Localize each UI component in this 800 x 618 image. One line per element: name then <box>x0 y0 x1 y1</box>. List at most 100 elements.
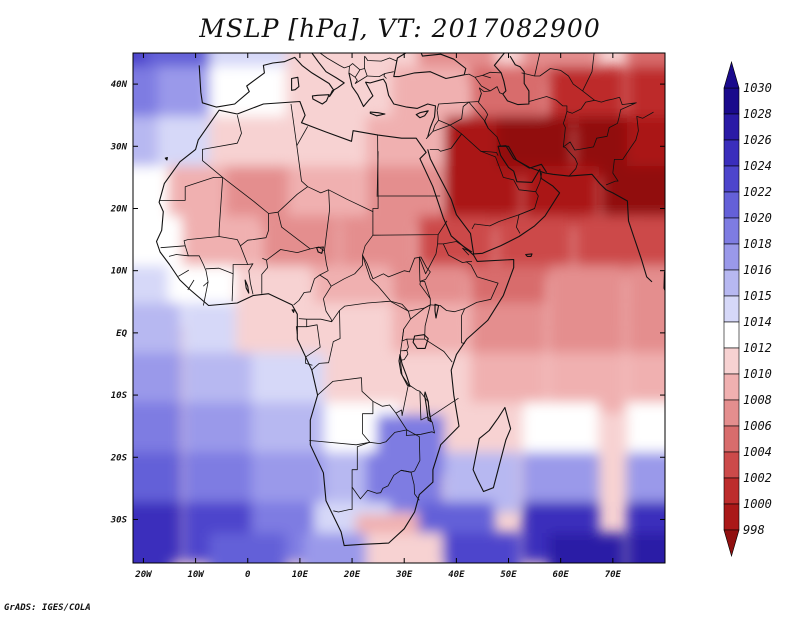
colorbar-label: 1018 <box>743 237 772 251</box>
border-line <box>516 208 535 234</box>
border-line <box>261 257 268 294</box>
colorbar-label: 1022 <box>743 185 772 199</box>
coastline-lake-volta <box>244 279 250 294</box>
border-line <box>438 101 470 126</box>
border-line <box>401 329 405 342</box>
coastline-sri-lanka <box>663 271 665 292</box>
coastline-madagascar <box>472 406 512 493</box>
border-line <box>362 211 425 312</box>
lat-tick-label: 20S <box>110 453 128 463</box>
lon-tick-label: 20W <box>134 570 153 580</box>
coastline-arabia <box>427 145 653 283</box>
colorbar-label: 1000 <box>743 497 772 511</box>
border-line <box>309 377 374 446</box>
pressure-cell <box>444 533 521 563</box>
colorbar-swatch <box>723 217 740 245</box>
border-line <box>535 172 543 192</box>
latitude-axis: 40N 30N 20N 10N EQ 10S 20S 30S <box>110 80 665 525</box>
border-line <box>277 189 330 252</box>
colorbar-legend: 1030 1028 1026 1024 1022 1020 1018 1016 1015 1014… <box>723 60 772 558</box>
border-line <box>319 53 350 73</box>
border-line <box>425 110 439 140</box>
border-line <box>311 310 341 371</box>
border-line <box>354 69 361 78</box>
border-line <box>218 264 248 275</box>
coastline-caspian <box>493 53 530 106</box>
border-line <box>296 126 309 146</box>
border-line <box>582 53 595 92</box>
pressure-cell <box>627 533 665 563</box>
border-line <box>305 324 321 366</box>
colorbar-label: 1006 <box>743 419 772 433</box>
border-line <box>348 72 368 84</box>
border-line <box>331 300 391 322</box>
border-line <box>534 53 541 77</box>
border-line <box>218 177 269 247</box>
pressure-cell <box>133 533 171 563</box>
pressure-field <box>133 53 665 563</box>
country-borders <box>159 53 654 513</box>
border-line <box>202 115 242 161</box>
border-line <box>369 412 408 444</box>
colorbar-swatch <box>723 295 740 323</box>
colorbar-label: 1028 <box>743 107 772 121</box>
lon-tick-label: 70E <box>605 570 622 580</box>
coastline-sicily <box>311 94 330 105</box>
lon-tick-label: 60E <box>553 570 570 580</box>
border-line <box>183 236 220 287</box>
colorbar-label: 1026 <box>743 133 772 147</box>
lat-tick-label: 40N <box>111 80 128 90</box>
border-line <box>408 384 421 392</box>
border-line <box>405 390 459 436</box>
longitude-axis: 20W 10W 0 10E 20E 30E 40E 50E 60E 70E <box>134 53 622 580</box>
border-line <box>293 274 320 306</box>
colorbar-label: 1030 <box>743 81 772 95</box>
lon-tick-label: 10W <box>187 570 205 580</box>
colorbar-swatch <box>723 373 740 401</box>
coastline-lake-victoria <box>412 334 429 349</box>
coastline-lake-chad <box>316 246 324 254</box>
coastline-black-sea <box>393 53 467 80</box>
lat-tick-label: EQ <box>116 329 127 339</box>
lon-tick-label: 10E <box>292 570 309 580</box>
border-line <box>528 96 637 151</box>
colorbar-swatch <box>723 139 740 167</box>
lat-tick-label: 10S <box>111 391 128 401</box>
colorbar-swatch <box>723 347 740 375</box>
border-line <box>477 93 489 129</box>
border-line <box>464 261 499 309</box>
border-line <box>187 279 195 291</box>
pressure-patches <box>133 53 665 563</box>
border-line <box>351 429 421 500</box>
colorbar-label: 1015 <box>743 289 772 303</box>
border-line <box>482 71 502 76</box>
border-line <box>462 247 472 256</box>
lat-tick-label: 30N <box>110 142 128 152</box>
colorbar-swatch <box>723 113 740 141</box>
border-line <box>159 160 224 201</box>
coastline-cyprus <box>415 110 429 119</box>
colorbar-label: 1002 <box>743 471 772 485</box>
border-line <box>362 254 431 299</box>
colorbar-swatch <box>723 399 740 427</box>
border-line <box>295 319 308 335</box>
border-line <box>266 248 311 261</box>
border-line <box>231 273 234 302</box>
border-line <box>203 281 209 306</box>
colorbar-swatch <box>723 165 740 193</box>
lon-tick-label: 20E <box>343 570 361 580</box>
border-line <box>400 349 409 361</box>
coastline-canary <box>164 156 168 161</box>
colorbar-swatch <box>723 269 740 297</box>
border-line <box>205 267 220 270</box>
lon-tick-label: 0 <box>245 570 251 580</box>
border-line <box>333 487 353 513</box>
border-line <box>364 55 398 62</box>
colorbar-label: 1012 <box>743 341 772 355</box>
border-line <box>521 68 595 101</box>
border-line <box>349 63 365 71</box>
border-line <box>222 177 308 214</box>
coastline-socotra <box>525 253 533 257</box>
coastlines <box>155 53 665 547</box>
